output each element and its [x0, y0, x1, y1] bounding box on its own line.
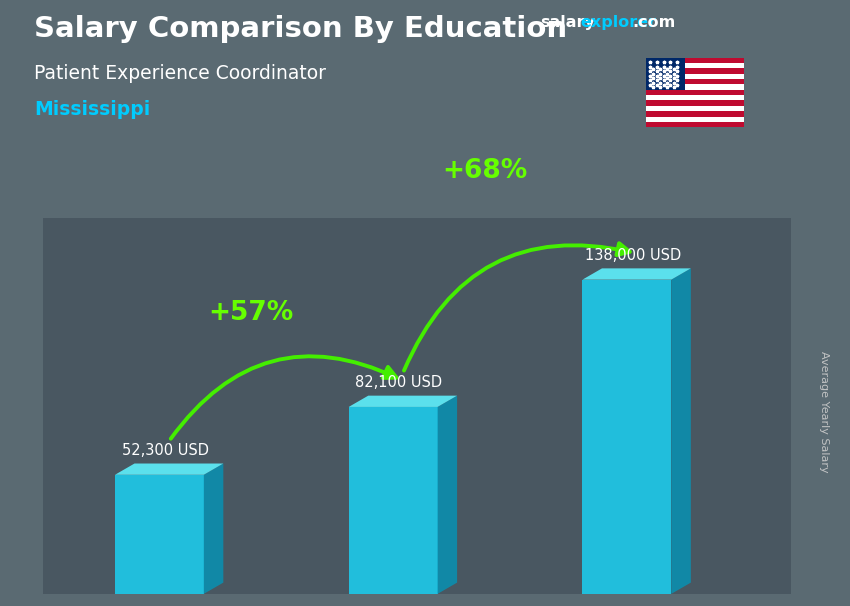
Text: Mississippi: Mississippi — [34, 100, 150, 119]
Text: Average Yearly Salary: Average Yearly Salary — [819, 351, 829, 473]
Bar — [646, 63, 744, 68]
Text: explorer: explorer — [581, 15, 657, 30]
Bar — [646, 68, 744, 74]
Polygon shape — [438, 396, 457, 594]
Text: Salary Comparison By Education: Salary Comparison By Education — [34, 15, 567, 43]
Text: 82,100 USD: 82,100 USD — [355, 375, 443, 390]
Bar — [646, 101, 744, 106]
Text: 52,300 USD: 52,300 USD — [122, 443, 209, 458]
Text: +68%: +68% — [442, 158, 527, 184]
Bar — [646, 79, 744, 84]
Polygon shape — [582, 279, 672, 594]
Bar — [646, 58, 685, 90]
Polygon shape — [348, 396, 457, 407]
Bar — [646, 111, 744, 116]
Bar — [646, 74, 744, 79]
Polygon shape — [582, 268, 691, 279]
Bar — [646, 122, 744, 127]
Text: +57%: +57% — [208, 300, 293, 326]
Polygon shape — [115, 464, 224, 474]
Bar — [646, 58, 744, 63]
Text: salary: salary — [540, 15, 595, 30]
Text: Patient Experience Coordinator: Patient Experience Coordinator — [34, 64, 326, 82]
Bar — [646, 106, 744, 111]
Bar — [646, 116, 744, 122]
Polygon shape — [672, 268, 691, 594]
Bar — [646, 90, 744, 95]
Polygon shape — [204, 464, 224, 594]
Text: .com: .com — [632, 15, 676, 30]
Text: 138,000 USD: 138,000 USD — [585, 248, 681, 263]
Bar — [646, 84, 744, 90]
Polygon shape — [115, 474, 204, 594]
Polygon shape — [348, 407, 438, 594]
Bar — [646, 95, 744, 101]
